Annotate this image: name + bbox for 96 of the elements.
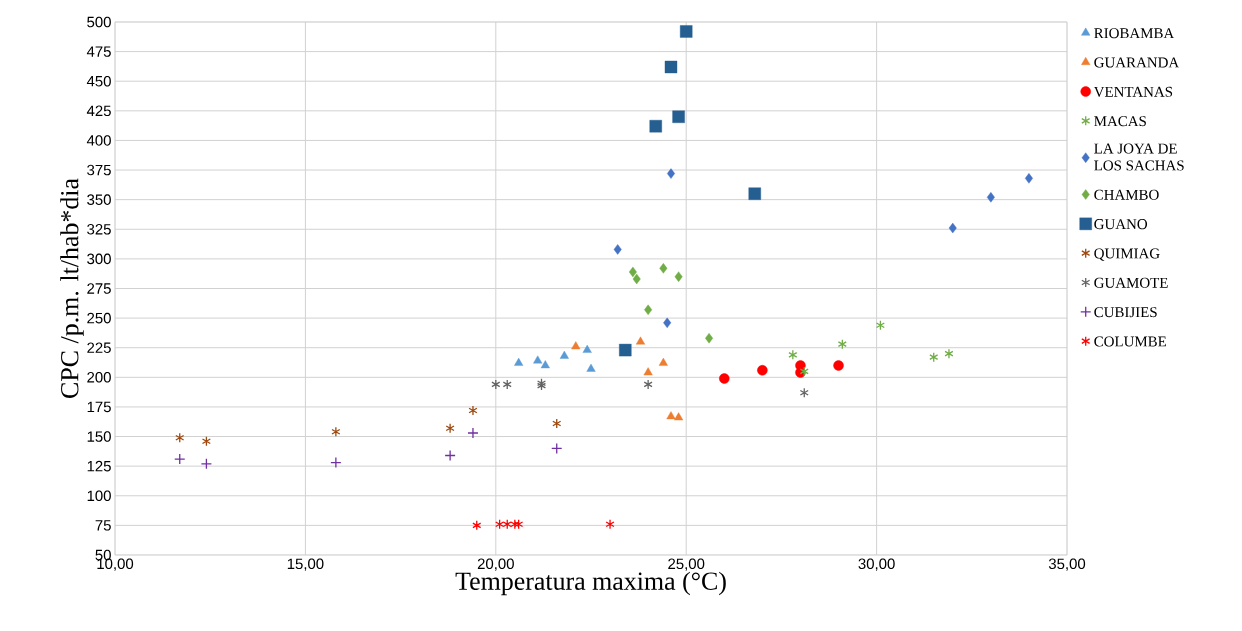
y-tick-label: 300: [87, 253, 111, 265]
point: [472, 520, 482, 531]
y-tick-label: 450: [86, 75, 111, 87]
y-tick-label: 75: [95, 520, 111, 531]
point: [559, 350, 569, 359]
y-tick-label: 500: [87, 16, 111, 28]
point: [540, 360, 550, 369]
y-axis-title: CPC /p.m. lt/hab*dia: [60, 178, 84, 398]
point: [799, 387, 809, 398]
y-tick-label: 325: [87, 223, 111, 235]
point: [514, 519, 524, 530]
point: [468, 405, 478, 416]
legend-label: GUARANDA: [1094, 57, 1180, 68]
point: [757, 365, 768, 376]
legend-label: CHAMBO: [1094, 189, 1159, 200]
point: [533, 355, 543, 364]
point: [331, 426, 341, 437]
point: [788, 349, 798, 360]
point: [833, 360, 844, 371]
point: [674, 271, 683, 282]
point: [491, 379, 501, 390]
point: [175, 432, 185, 443]
legend-label: CUBIJIES: [1094, 307, 1157, 318]
point: [628, 266, 637, 278]
y-tick-label: 275: [87, 283, 111, 294]
y-tick-label: 175: [87, 401, 111, 413]
y-tick-label: 100: [87, 490, 111, 502]
point: [619, 343, 632, 357]
point: [748, 187, 761, 200]
point: [986, 192, 995, 203]
point: [495, 519, 505, 530]
legend-label: RIOBAMBA: [1094, 28, 1175, 39]
point: [502, 519, 512, 530]
point: [948, 222, 957, 234]
point: [444, 449, 456, 462]
point: [705, 333, 714, 344]
y-tick-label: 425: [86, 105, 111, 117]
point: [944, 348, 954, 359]
y-tick-label: 250: [87, 312, 111, 324]
point: [201, 436, 211, 447]
y-tick-label: 200: [87, 372, 111, 383]
y-tick-label: 375: [87, 164, 111, 176]
y-tick-label: 125: [87, 460, 111, 472]
point: [613, 244, 622, 255]
point: [635, 336, 646, 345]
point: [663, 317, 672, 329]
point: [659, 263, 668, 274]
point: [674, 412, 684, 421]
point: [643, 367, 653, 376]
point: [719, 373, 730, 384]
point: [875, 320, 885, 331]
point: [514, 357, 524, 366]
point: [643, 379, 653, 390]
point: [330, 456, 342, 469]
point: [799, 366, 809, 377]
point: [445, 423, 455, 434]
point: [837, 339, 847, 350]
x-tick-label: 35,00: [1048, 558, 1086, 571]
point: [658, 357, 668, 366]
x-axis-title: Temperatura maxima (°C): [455, 571, 726, 596]
point: [1024, 173, 1033, 184]
x-tick-label: 20,00: [477, 558, 514, 571]
legend-label: VENTANAS: [1093, 86, 1173, 97]
legend-label: LA JOYA DE LOS SACHAS: [1094, 143, 1184, 171]
legend-label: COLUMBE: [1094, 336, 1167, 347]
point: [571, 341, 581, 350]
y-tick-label: 350: [87, 194, 111, 205]
y-tick-label: 475: [86, 46, 111, 57]
point: [666, 411, 676, 420]
point: [664, 60, 678, 74]
y-tick-label: 225: [87, 342, 111, 353]
point: [467, 427, 479, 439]
point: [649, 120, 662, 133]
point: [200, 458, 213, 470]
point: [632, 273, 641, 285]
x-tick-label: 30,00: [858, 558, 895, 571]
y-tick-label: 150: [87, 431, 111, 442]
point: [582, 344, 592, 353]
point: [586, 363, 596, 372]
legend-label: QUIMIAG: [1094, 248, 1160, 261]
point: [929, 352, 939, 363]
point: [672, 110, 685, 123]
legend-label: MACAS: [1094, 116, 1146, 127]
legend-label: GUAMOTE: [1094, 277, 1168, 288]
x-tick-label: 25,00: [668, 558, 705, 571]
point: [644, 304, 653, 316]
point: [605, 519, 615, 530]
point: [551, 442, 563, 455]
point: [174, 453, 186, 465]
point: [667, 168, 675, 179]
legend-label: GUANO: [1094, 219, 1148, 230]
point: [502, 379, 512, 390]
point: [552, 418, 562, 429]
x-tick-label: 15,00: [287, 558, 324, 571]
y-tick-label: 400: [86, 135, 111, 146]
point: [680, 25, 693, 38]
